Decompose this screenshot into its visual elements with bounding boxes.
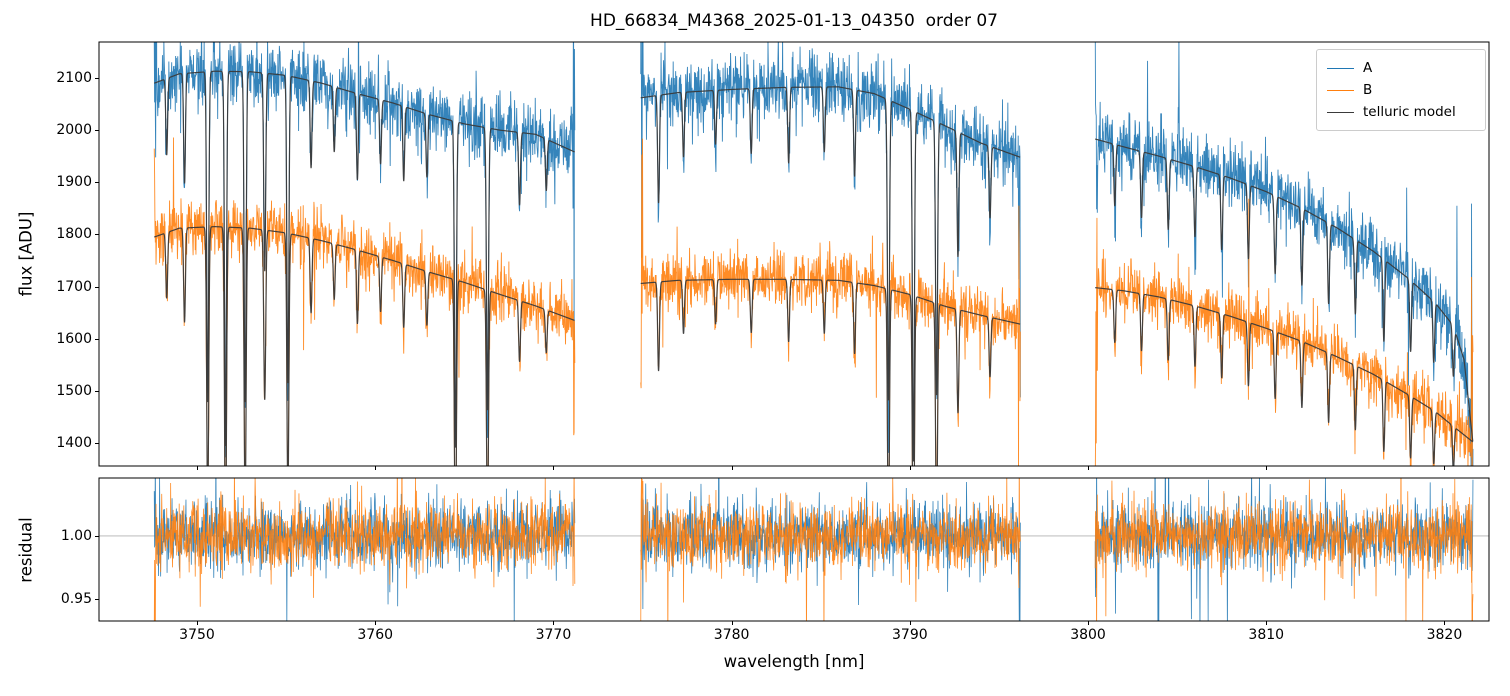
flux-tick-label: 1800 [56,226,92,243]
x-tick-label: 3790 [892,627,928,643]
flux-tick-label: 1500 [56,382,92,399]
residual-tick-label: 0.95 [60,590,92,607]
legend: A B telluric model [1316,49,1486,131]
residual-axis-label: residual [16,517,36,583]
flux-axis-label: flux [ADU] [16,211,36,297]
flux-tick-label: 1700 [56,278,92,295]
flux-tick-label: 1400 [56,435,92,452]
legend-label-b: B [1363,82,1373,98]
x-tick-label: 3760 [357,627,394,643]
legend-line-sample-telluric-model [1327,111,1354,113]
flux-tick-label: 2000 [56,122,92,139]
flux-tick-label: 1600 [56,330,92,347]
flux-tick-label: 1900 [56,174,92,191]
legend-line-sample-b [1327,89,1354,91]
legend-label-a: A [1363,60,1373,76]
legend-line-sample-a [1327,67,1354,69]
x-tick-label: 3800 [1070,627,1106,643]
residual-tick-label: 1.00 [60,527,92,544]
x-tick-label: 3820 [1426,627,1463,643]
legend-entry-b: B [1327,79,1475,101]
legend-entry-a: A [1327,57,1475,79]
x-axis-label: wavelength [nm] [723,652,865,671]
chart-title: HD_66834_M4368_2025-01-13_04350 order 07 [590,11,998,31]
x-tick-label: 3780 [713,627,750,643]
legend-label-telluric-model: telluric model [1363,104,1456,120]
x-tick-label: 3750 [179,627,215,643]
x-tick-label: 3810 [1248,627,1285,643]
x-tick-label: 3770 [535,627,572,643]
legend-entry-telluric-model: telluric model [1327,101,1475,123]
flux-tick-label: 2100 [56,69,92,86]
